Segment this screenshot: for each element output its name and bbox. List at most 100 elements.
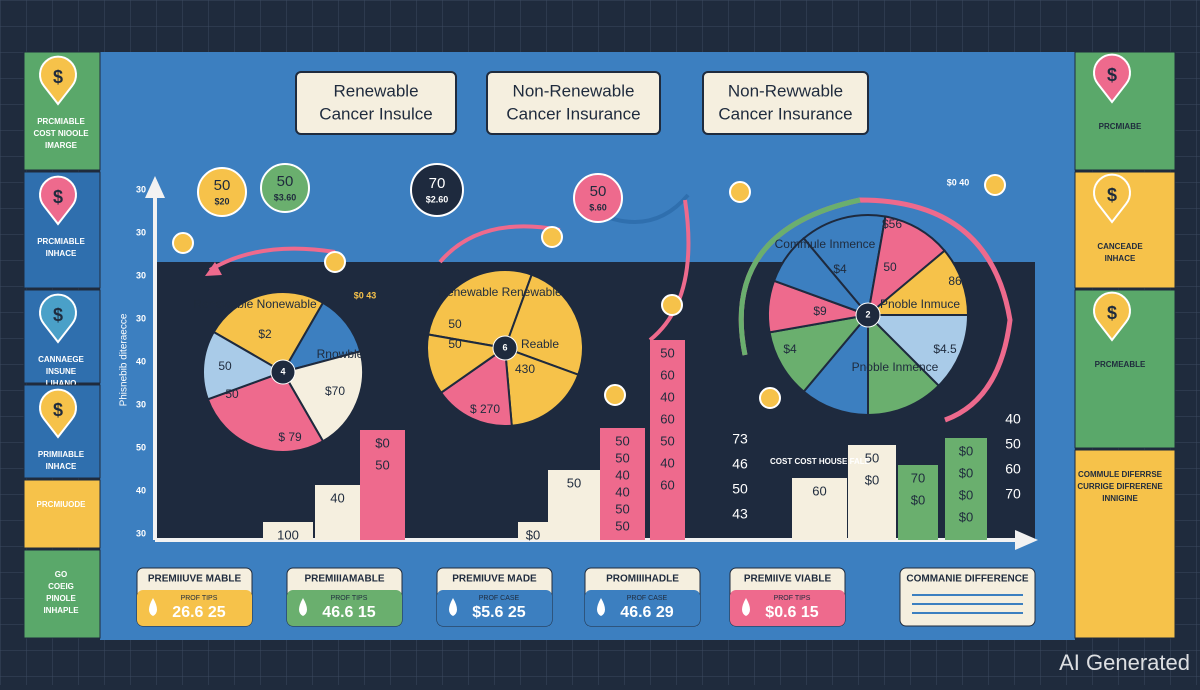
arrow xyxy=(208,246,336,272)
pie-label: Pnoble Inmuce xyxy=(880,297,960,311)
y-tick-label: 30 xyxy=(136,399,146,409)
side-card xyxy=(23,549,101,639)
pie-label: $ 270 xyxy=(470,402,500,416)
pie-slice xyxy=(503,346,580,427)
note: COST COST HOUSE FALE xyxy=(770,457,871,466)
pie-slice xyxy=(772,236,872,318)
arrow-head xyxy=(205,262,222,276)
bar-label: $0 xyxy=(375,435,389,450)
pie-label: $56 xyxy=(882,217,902,231)
pie-slice xyxy=(865,314,970,388)
bar xyxy=(518,522,548,540)
coin xyxy=(984,174,1006,196)
note: $0 40 xyxy=(947,177,970,187)
side-value: 50 xyxy=(1005,436,1021,452)
bar-label: 50 xyxy=(375,457,389,472)
content: $ PRCMIABLE COST NIOOLE IMARGE $ PRCMIABLE INH… xyxy=(23,51,1190,675)
bar-label: $0 xyxy=(959,487,973,502)
pie-label: $4 xyxy=(783,342,797,356)
card-title: COMMANIE DIFFERENCE xyxy=(906,574,1029,585)
bar xyxy=(548,470,600,540)
pie-label: $ 79 xyxy=(278,430,302,444)
side-value: 40 xyxy=(1005,411,1021,427)
bubble xyxy=(410,163,464,217)
arrow xyxy=(648,199,691,342)
bar-label: 50 xyxy=(615,450,629,465)
pie-slice xyxy=(866,215,947,318)
title-line: Cancer Insurance xyxy=(506,104,640,123)
arrow xyxy=(438,224,561,264)
side-label: INSUNE xyxy=(46,367,77,376)
side-label: PRCMIUODE xyxy=(37,500,87,509)
card-title: PREMIUVE MADE xyxy=(452,574,537,585)
pie-slice xyxy=(427,269,533,350)
pie-label: 50 xyxy=(225,387,239,401)
bar-label: $0 xyxy=(911,492,925,507)
bubble-value: 50 xyxy=(277,173,294,190)
pin-icon xyxy=(39,175,77,226)
pie-label: Commule Inmence xyxy=(775,237,876,251)
bar xyxy=(848,445,896,540)
bar-label: 40 xyxy=(660,389,674,404)
coin xyxy=(661,294,683,316)
pie-slice xyxy=(281,350,364,443)
title-line: Cancer Insurance xyxy=(718,104,852,123)
pie-label: Pnoble Inmence xyxy=(852,360,939,374)
side-value: 60 xyxy=(1005,461,1021,477)
pie-label: 50 xyxy=(218,359,232,373)
bar-label: 60 xyxy=(660,367,674,382)
bubble-value: 70 xyxy=(429,175,446,192)
side-value: 50 xyxy=(732,481,748,497)
drop-icon xyxy=(449,598,457,616)
pie-center-label: 4 xyxy=(280,366,285,376)
bar xyxy=(945,438,987,540)
side-label: GO xyxy=(55,570,67,579)
side-value: 73 xyxy=(732,431,748,447)
y-axis-arrow xyxy=(145,176,165,198)
bar-label: 40 xyxy=(615,467,629,482)
side-label: LIHANO xyxy=(46,379,77,388)
coin xyxy=(729,181,751,203)
pie-label: Rnowble xyxy=(317,347,364,361)
bar xyxy=(792,478,847,540)
card-title: PROMIIIHADLE xyxy=(606,574,679,585)
bar-label: 60 xyxy=(660,411,674,426)
y-tick-label: 30 xyxy=(136,270,146,280)
card xyxy=(899,567,1036,627)
note: $0 43 xyxy=(354,290,377,300)
pie-slice xyxy=(802,312,869,417)
bar xyxy=(600,428,645,540)
pin-icon xyxy=(1093,173,1131,224)
drop-icon xyxy=(149,598,157,616)
side-card xyxy=(1074,449,1176,639)
bar-label: 40 xyxy=(660,455,674,470)
bubble-value: 50 xyxy=(590,183,607,200)
card-subtitle: PROF TIPS xyxy=(181,595,218,602)
title-line: Renewable xyxy=(333,81,418,100)
pie-slice xyxy=(503,273,584,376)
pie-center xyxy=(492,335,518,361)
pie-center xyxy=(270,359,296,385)
pin-icon xyxy=(39,55,77,106)
title-box xyxy=(486,71,661,135)
pie-slice xyxy=(768,313,871,394)
bar-label: 50 xyxy=(660,433,674,448)
y-tick-label: 30 xyxy=(136,184,146,194)
side-card xyxy=(23,479,101,549)
bar-label: $0 xyxy=(959,465,973,480)
pie-label: $4.5 xyxy=(933,342,957,356)
bar xyxy=(650,340,685,540)
bar-label: $0 xyxy=(959,443,973,458)
pie-label: 430 xyxy=(515,362,535,376)
bubble xyxy=(197,167,247,217)
coin xyxy=(604,384,626,406)
pie-slice xyxy=(280,301,362,374)
pie-label: $2 xyxy=(258,327,272,341)
side-label: PRCMIABE xyxy=(1099,122,1142,131)
card-subtitle: PROF TIPS xyxy=(774,595,811,602)
drop-icon xyxy=(299,598,307,616)
side-label: INHAPLE xyxy=(43,606,79,615)
bar-label: 60 xyxy=(812,483,826,498)
y-tick-label: 30 xyxy=(136,313,146,323)
